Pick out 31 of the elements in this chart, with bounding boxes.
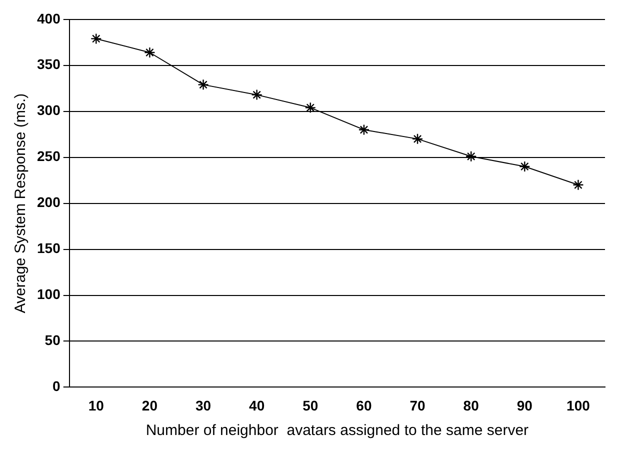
- point: [465, 150, 477, 162]
- point: [304, 102, 316, 114]
- y-axis-title: Average System Response (ms.): [12, 93, 30, 314]
- x-tick-label: 100: [566, 397, 590, 414]
- y-tick-label: 250: [37, 148, 61, 164]
- point: [144, 46, 156, 58]
- x-tick-label: 70: [410, 397, 426, 414]
- x-tick-label: 10: [88, 397, 104, 414]
- point: [412, 133, 424, 145]
- point: [572, 179, 584, 191]
- point: [90, 33, 102, 44]
- x-tick-label: 50: [302, 397, 318, 414]
- point: [198, 79, 209, 90]
- y-tick-label: 300: [37, 102, 61, 118]
- x-tick-label: 30: [195, 397, 212, 414]
- x-axis-title: Number of neighbor avatars assigned to the same server: [146, 422, 529, 440]
- y-tick-label: 350: [37, 56, 61, 72]
- x-tick-label: 90: [516, 397, 533, 414]
- point: [519, 160, 530, 172]
- point: [358, 124, 370, 136]
- y-tick-label: 50: [44, 332, 61, 348]
- x-tick-label: 40: [249, 397, 265, 414]
- y-tick-label: 400: [37, 10, 61, 26]
- y-tick-label: 100: [37, 286, 61, 302]
- y-tick-label: 150: [37, 240, 61, 256]
- x-tick-label: 60: [356, 397, 372, 414]
- y-tick-label: 200: [37, 194, 61, 210]
- point: [251, 89, 262, 100]
- y-tick-label: 0: [52, 378, 61, 394]
- x-tick-label: 80: [463, 397, 480, 414]
- x-tick-label: 20: [142, 397, 158, 414]
